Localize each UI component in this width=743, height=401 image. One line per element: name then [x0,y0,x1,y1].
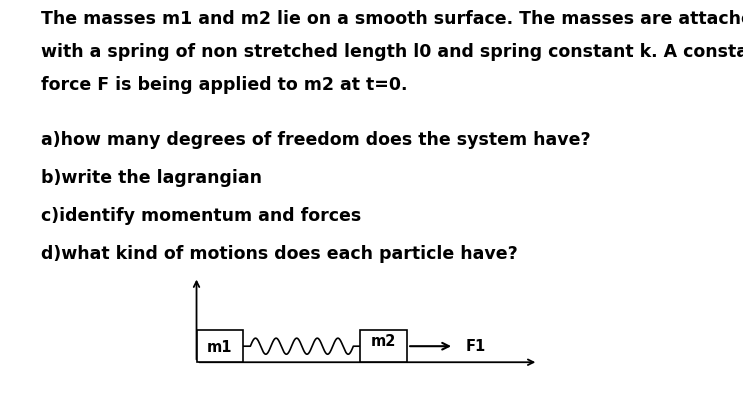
Text: The masses m1 and m2 lie on a smooth surface. The masses are attached: The masses m1 and m2 lie on a smooth sur… [41,10,743,28]
Text: c)identify momentum and forces: c)identify momentum and forces [41,207,361,225]
Bar [360,330,407,362]
Text: force F is being applied to m2 at t=0.: force F is being applied to m2 at t=0. [41,76,407,94]
Bar [196,330,244,362]
Text: m2: m2 [371,334,397,349]
Text: with a spring of non stretched length l0 and spring constant k. A constant: with a spring of non stretched length l0… [41,43,743,61]
Text: b)write the lagrangian: b)write the lagrangian [41,169,262,187]
Text: F1: F1 [466,339,486,354]
Text: m1: m1 [207,340,233,355]
Text: a)how many degrees of freedom does the system have?: a)how many degrees of freedom does the s… [41,131,591,149]
Text: d)what kind of motions does each particle have?: d)what kind of motions does each particl… [41,245,518,263]
